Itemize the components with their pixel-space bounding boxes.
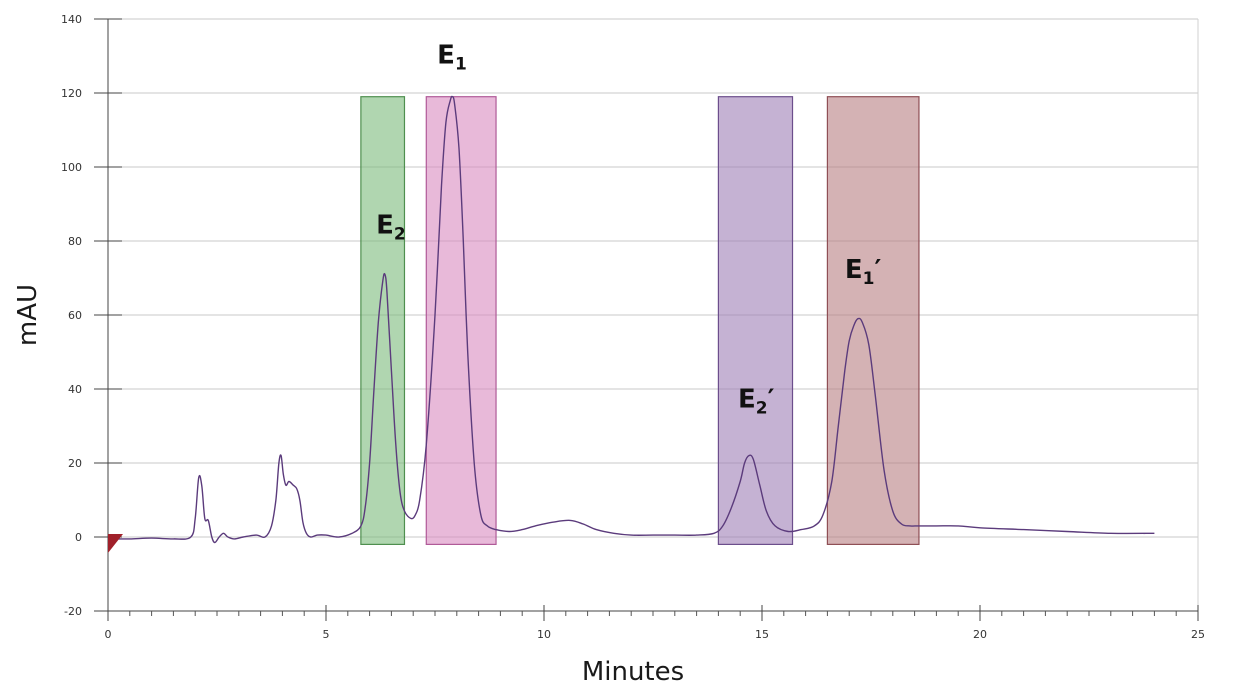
y-tick-label: 120 xyxy=(61,87,82,100)
fraction-region xyxy=(826,96,920,546)
chromatogram-line xyxy=(107,95,1155,544)
y-tick-label: -20 xyxy=(64,605,82,618)
peak-labels: E2 E1 E2′ E1′ xyxy=(376,40,881,418)
x-tick-label: 0 xyxy=(105,628,112,641)
peak-label: E1′ xyxy=(845,255,882,289)
x-axis-title: Minutes xyxy=(582,657,684,687)
x-tick-label: 15 xyxy=(755,628,769,641)
gridlines xyxy=(108,18,1199,612)
fraction-regions xyxy=(360,96,920,546)
y-tick-label: 20 xyxy=(68,457,82,470)
fraction-region xyxy=(717,96,794,546)
fraction-region xyxy=(425,96,497,546)
y-tick-label: 140 xyxy=(61,13,82,26)
injection-marker xyxy=(108,534,123,553)
series-layer xyxy=(107,95,1155,553)
peak-label: E2 xyxy=(376,211,406,245)
x-tick-label: 5 xyxy=(323,628,330,641)
y-axis-title: mAU xyxy=(13,284,43,346)
peak-label: E2′ xyxy=(738,385,775,419)
y-tick-label: 80 xyxy=(68,235,82,248)
y-tick-label: 0 xyxy=(75,531,82,544)
y-tick-label: 60 xyxy=(68,309,82,322)
x-tick-label: 25 xyxy=(1191,628,1205,641)
axes: -20 0 20 40 60 80 100 120 140 0 5 10 15 20 25 xyxy=(61,13,1205,641)
peak-label: E1 xyxy=(437,40,467,74)
x-tick-label: 10 xyxy=(537,628,551,641)
y-tick-label: 100 xyxy=(61,161,82,174)
y-tick-label: 40 xyxy=(68,383,82,396)
x-tick-label: 20 xyxy=(973,628,987,641)
